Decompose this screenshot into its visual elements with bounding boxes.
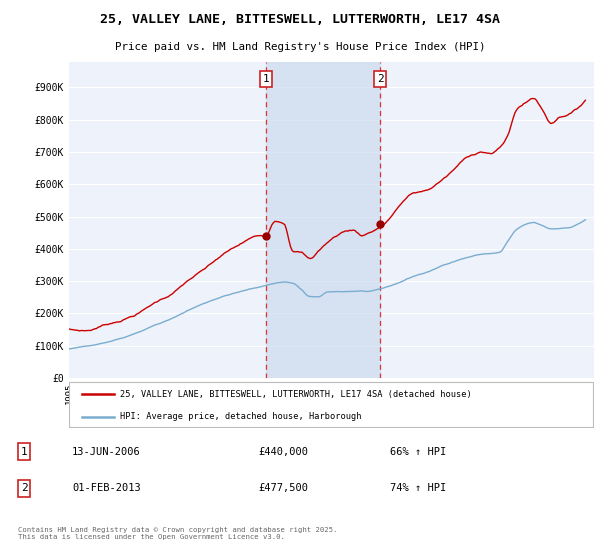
Text: 25, VALLEY LANE, BITTESWELL, LUTTERWORTH, LE17 4SA (detached house): 25, VALLEY LANE, BITTESWELL, LUTTERWORTH…	[121, 390, 472, 399]
Text: 1: 1	[263, 74, 269, 84]
Bar	[266, 62, 380, 378]
FancyBboxPatch shape	[69, 382, 593, 427]
Text: Price paid vs. HM Land Registry's House Price Index (HPI): Price paid vs. HM Land Registry's House …	[115, 43, 485, 52]
Text: 01-FEB-2013: 01-FEB-2013	[72, 483, 141, 493]
Text: £477,500: £477,500	[258, 483, 308, 493]
Text: 66% ↑ HPI: 66% ↑ HPI	[390, 446, 446, 456]
Text: 13-JUN-2006: 13-JUN-2006	[72, 446, 141, 456]
Text: 2: 2	[377, 74, 383, 84]
Text: 2: 2	[20, 483, 28, 493]
Text: Contains HM Land Registry data © Crown copyright and database right 2025.
This d: Contains HM Land Registry data © Crown c…	[18, 526, 337, 540]
Text: 1: 1	[20, 446, 28, 456]
Text: HPI: Average price, detached house, Harborough: HPI: Average price, detached house, Harb…	[121, 413, 362, 422]
Text: 74% ↑ HPI: 74% ↑ HPI	[390, 483, 446, 493]
Text: £440,000: £440,000	[258, 446, 308, 456]
Text: 25, VALLEY LANE, BITTESWELL, LUTTERWORTH, LE17 4SA: 25, VALLEY LANE, BITTESWELL, LUTTERWORTH…	[100, 13, 500, 26]
